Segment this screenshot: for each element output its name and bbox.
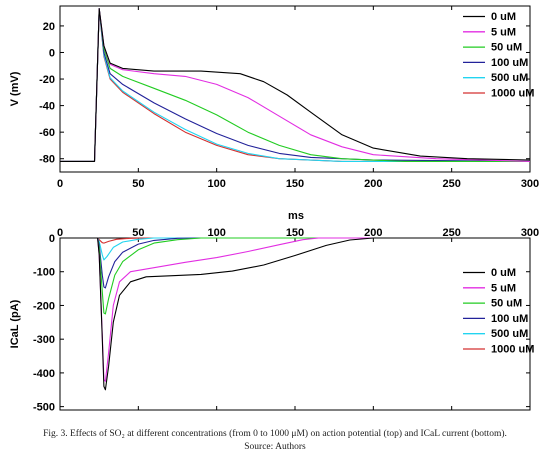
x-tick-label: 100 — [207, 178, 225, 190]
x-tick-label: 200 — [364, 178, 382, 190]
y-tick-label: 0 — [49, 47, 55, 59]
x-tick-label: 0 — [57, 227, 63, 239]
series-line-100-um — [60, 8, 530, 162]
y-tick-label: -300 — [33, 334, 55, 346]
x-tick-label: 300 — [521, 178, 539, 190]
x-tick-label: 0 — [57, 178, 63, 190]
y-tick-label: -500 — [33, 402, 55, 414]
series-line-1000-um — [60, 8, 530, 162]
x-tick-label: 300 — [521, 227, 539, 239]
series-line-500-um — [60, 8, 530, 162]
x-tick-label: 50 — [132, 227, 144, 239]
series-line-50-um — [60, 237, 530, 315]
legend-label: 1000 uM — [491, 344, 534, 356]
series-line-50-um — [60, 8, 530, 162]
legend-label: 0 uM — [491, 11, 516, 23]
x-tick-label: 100 — [207, 227, 225, 239]
y-tick-label: -200 — [33, 300, 55, 312]
y-tick-label: -60 — [39, 127, 55, 139]
y-tick-label: 20 — [43, 21, 55, 33]
series-line-0-um — [60, 237, 530, 391]
legend-label: 5 uM — [491, 282, 516, 294]
legend-label: 1000 uM — [491, 88, 534, 100]
icaL-current-chart: 0 50 100 150 200 250 300 0 -100 -200 -300 -400 -500 I… — [9, 227, 539, 414]
x-tick-label: 250 — [442, 227, 460, 239]
x-tick-label: 150 — [286, 227, 304, 239]
x-tick-label: 150 — [286, 178, 304, 190]
y-tick-label: -100 — [33, 267, 55, 279]
series-line-100-um — [60, 237, 530, 289]
x-tick-label: 250 — [442, 178, 460, 190]
legend-label: 500 uM — [491, 328, 528, 340]
series-line-0-um — [60, 8, 530, 162]
legend-label: 50 uM — [491, 42, 522, 54]
figure-caption: Fig. 3. Effects of SO₂ at different conc… — [43, 429, 507, 439]
legend-label: 100 uM — [491, 313, 528, 325]
legend-label: 50 uM — [491, 298, 522, 310]
series-line-5-um — [60, 8, 530, 162]
figure-source: Source: Authors — [244, 442, 306, 452]
plot-frame — [59, 237, 531, 411]
x-tick-label: 200 — [364, 227, 382, 239]
y-tick-label: -20 — [39, 74, 55, 86]
shared-x-axis-label: ms — [288, 210, 304, 222]
legend-label: 5 uM — [491, 26, 516, 38]
legend-label: 100 uM — [491, 57, 528, 69]
legend-label: 500 uM — [491, 72, 528, 84]
legend: 0 uM 5 uM 50 uM 100 uM 500 uM 1000 uM — [463, 267, 534, 356]
y-tick-label: -40 — [39, 101, 55, 113]
series-line-5-um — [60, 237, 530, 382]
y-axis-label: V (mV) — [9, 71, 21, 106]
series-group — [60, 237, 530, 391]
y-tick-label: 0 — [49, 233, 55, 245]
y-axis-label: ICaL (pA) — [9, 299, 21, 348]
legend: 0 uM 5 uM 50 uM 100 uM 500 uM 1000 uM — [463, 11, 534, 100]
legend-label: 0 uM — [491, 267, 516, 279]
y-tick-label: -400 — [33, 368, 55, 380]
x-tick-label: 50 — [132, 178, 144, 190]
series-group — [60, 8, 530, 162]
y-tick-label: -80 — [39, 154, 55, 166]
